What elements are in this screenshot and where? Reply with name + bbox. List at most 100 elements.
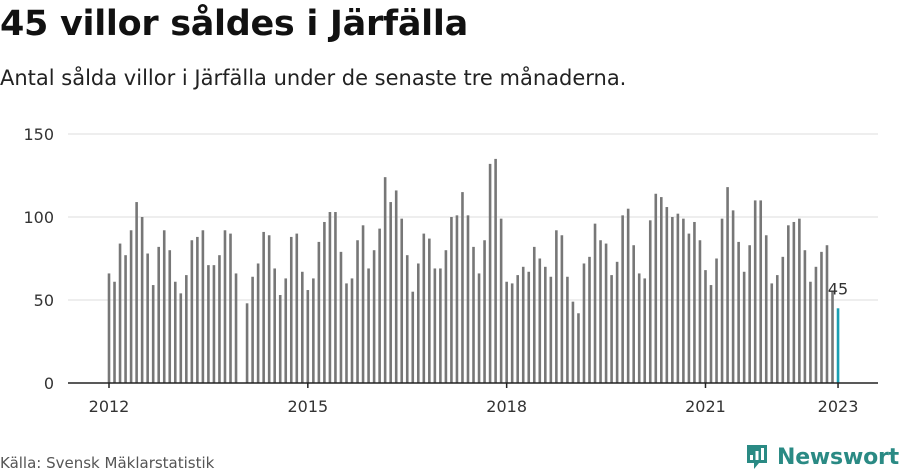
bar xyxy=(748,245,751,383)
bar xyxy=(267,235,271,383)
bar xyxy=(621,215,624,383)
x-tick-label: 2018 xyxy=(486,397,527,416)
bar xyxy=(483,240,486,383)
bar xyxy=(140,217,144,383)
bar xyxy=(527,271,531,383)
bar xyxy=(223,230,227,383)
bar xyxy=(361,225,365,383)
bar xyxy=(229,233,232,383)
bar xyxy=(405,255,409,383)
bar xyxy=(455,215,459,383)
bar xyxy=(367,268,370,383)
chart-title: 45 villor såldes i Järfälla xyxy=(0,4,468,44)
bar xyxy=(516,275,520,383)
bar xyxy=(770,283,774,383)
bar xyxy=(825,245,829,383)
bar xyxy=(317,241,321,383)
bar xyxy=(582,263,586,383)
axes xyxy=(68,382,878,388)
bar xyxy=(461,192,464,383)
bar xyxy=(682,218,685,383)
bar xyxy=(599,240,602,383)
bar xyxy=(350,278,354,383)
bar xyxy=(356,240,359,383)
bar xyxy=(372,250,376,383)
bar xyxy=(720,218,724,383)
bar xyxy=(394,190,398,383)
bar xyxy=(814,266,818,383)
brand-name: Newsworthy xyxy=(777,444,900,470)
bar xyxy=(129,230,133,383)
bar xyxy=(544,266,547,383)
bar xyxy=(809,281,812,383)
bar xyxy=(289,236,293,383)
bar xyxy=(566,276,569,383)
bar xyxy=(610,275,613,383)
bar xyxy=(759,200,763,383)
bar xyxy=(803,250,807,383)
y-tick-label: 150 xyxy=(23,125,54,144)
bar xyxy=(151,285,155,383)
bar xyxy=(671,217,674,383)
bar xyxy=(676,213,680,383)
bar xyxy=(466,215,470,383)
bar xyxy=(737,241,740,383)
bar xyxy=(345,283,348,383)
bar xyxy=(185,275,188,383)
bar xyxy=(571,301,575,383)
bar xyxy=(494,158,497,383)
x-tick-label: 2021 xyxy=(685,397,726,416)
x-tick-label: 2023 xyxy=(818,397,859,416)
bar xyxy=(643,278,647,383)
bar xyxy=(168,250,172,383)
bar xyxy=(284,278,288,383)
bar xyxy=(499,218,503,383)
bar xyxy=(383,177,387,383)
bar xyxy=(196,236,199,383)
bar xyxy=(648,220,652,383)
chart-subtitle: Antal sålda villor i Järfälla under de s… xyxy=(0,66,627,90)
y-tick-label: 50 xyxy=(34,291,54,310)
bar xyxy=(709,285,713,383)
bar xyxy=(604,243,608,383)
bar xyxy=(334,212,337,383)
bar xyxy=(787,225,790,383)
bar xyxy=(632,245,635,383)
bar xyxy=(433,268,437,383)
bar xyxy=(400,218,404,383)
bar xyxy=(588,256,591,383)
bar xyxy=(306,290,310,383)
bar xyxy=(505,281,508,383)
source-note: Källa: Svensk Mäklarstatistik xyxy=(0,454,215,472)
bar xyxy=(339,251,343,383)
y-tick-label: 0 xyxy=(44,374,54,393)
bar xyxy=(262,231,265,383)
bar xyxy=(715,258,718,383)
bar xyxy=(781,256,785,383)
bar xyxy=(218,255,221,383)
bar xyxy=(472,246,475,383)
bars xyxy=(107,158,840,383)
brand-logo[interactable]: Newsworthy xyxy=(745,443,900,471)
bar xyxy=(207,265,210,383)
bar xyxy=(792,221,796,383)
bar xyxy=(654,193,658,383)
bar xyxy=(301,271,304,383)
bar xyxy=(389,202,392,383)
labels: 0 50 100 150 2012 2015 2018 2021 2023 45 xyxy=(23,125,858,416)
bar xyxy=(107,273,111,383)
bar xyxy=(510,283,514,383)
bar xyxy=(731,210,735,383)
bar xyxy=(328,212,332,383)
bar xyxy=(538,258,542,383)
bar xyxy=(422,233,426,383)
bar xyxy=(521,266,525,383)
bar xyxy=(312,278,315,383)
bar xyxy=(693,221,696,383)
bar xyxy=(660,197,663,383)
bar xyxy=(124,255,127,383)
bar xyxy=(135,202,138,383)
bar xyxy=(753,200,757,383)
bar xyxy=(162,230,166,383)
